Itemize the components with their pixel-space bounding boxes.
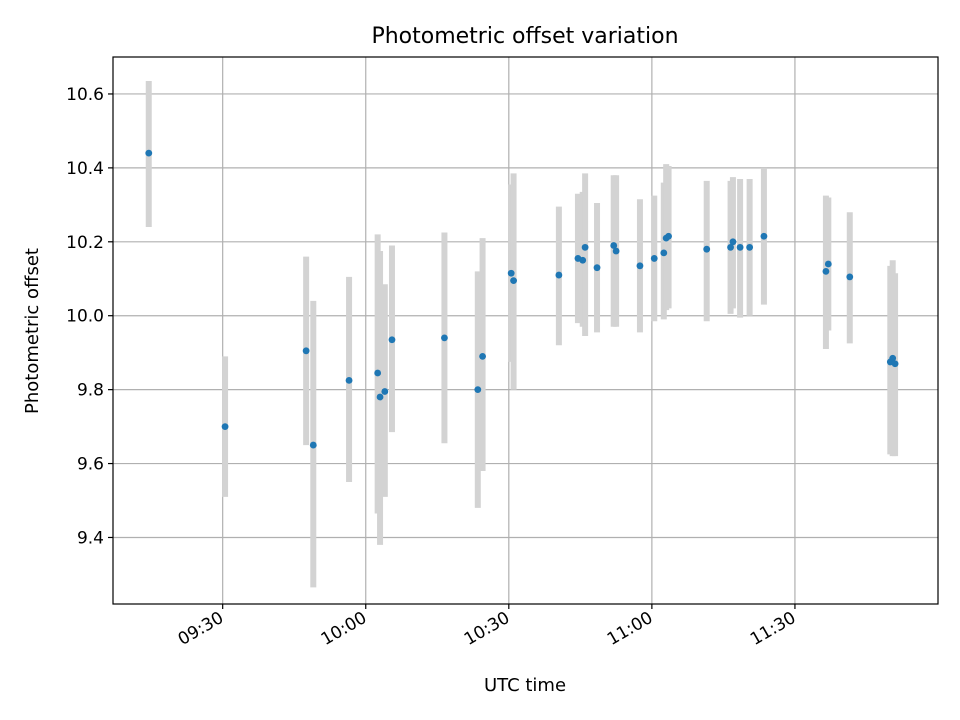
- data-point: [555, 271, 563, 279]
- data-point: [610, 242, 618, 249]
- data-point: [579, 256, 587, 264]
- y-tick-label: 10.0: [66, 307, 104, 327]
- data-point: [388, 336, 396, 344]
- data-point: [824, 260, 832, 268]
- data-point: [376, 393, 384, 401]
- data-point: [746, 243, 754, 251]
- data-point: [593, 264, 601, 272]
- data-point: [507, 269, 515, 277]
- y-axis-label: Photometric offset: [22, 248, 43, 414]
- y-tick-label: 10.6: [66, 85, 104, 105]
- data-point: [441, 334, 448, 342]
- data-point: [822, 267, 830, 275]
- y-tick-label: 10.2: [66, 233, 104, 253]
- data-point: [374, 369, 382, 377]
- data-point: [309, 441, 317, 449]
- x-axis-label: UTC time: [484, 675, 566, 696]
- data-point: [612, 247, 620, 255]
- data-point: [703, 245, 711, 253]
- data-point: [889, 354, 897, 362]
- y-tick-label: 10.4: [66, 159, 104, 179]
- data-point: [381, 388, 389, 395]
- data-point: [221, 423, 229, 430]
- data-point: [650, 255, 658, 262]
- y-tick-label: 9.4: [77, 528, 104, 548]
- data-point: [846, 273, 854, 281]
- y-tick-label: 9.8: [77, 381, 104, 401]
- data-point: [474, 386, 482, 394]
- data-point: [660, 249, 668, 257]
- data-point: [510, 277, 517, 285]
- y-axis: 9.4 9.6 9.8 10.0 10.2 10.4 10.6: [66, 85, 113, 548]
- data-point: [636, 262, 644, 270]
- data-point: [302, 347, 310, 355]
- y-tick-label: 9.6: [77, 455, 104, 475]
- data-point: [145, 149, 153, 157]
- plot-frame: [112, 56, 939, 605]
- data-point: [581, 243, 589, 251]
- data-point: [345, 376, 353, 384]
- data-points: [145, 149, 899, 449]
- data-point: [736, 243, 744, 251]
- data-point: [479, 352, 486, 360]
- chart-title: Photometric offset variation: [371, 24, 678, 49]
- data-point: [727, 243, 734, 251]
- data-point: [891, 360, 899, 368]
- data-point: [665, 232, 672, 240]
- data-point: [760, 232, 768, 240]
- data-point: [729, 238, 737, 246]
